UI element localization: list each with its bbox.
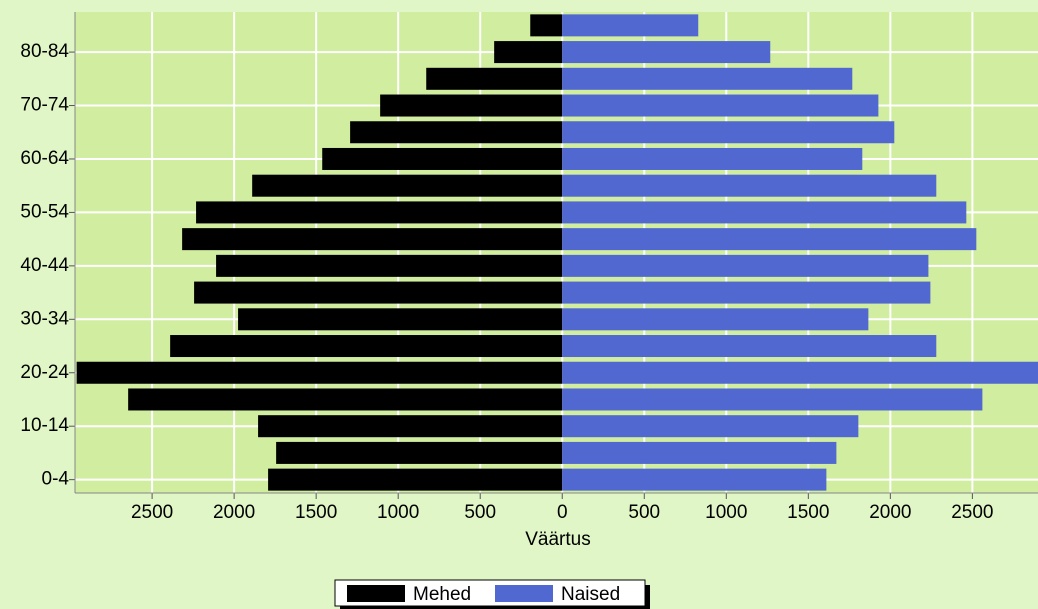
bar [562,415,859,438]
x-axis-label: Väärtus [525,529,590,550]
bar [76,361,563,384]
bar [562,147,863,170]
bar [562,441,837,464]
x-tick-label: 2000 [213,502,255,523]
plot-area [75,12,1038,493]
bar [530,14,563,37]
bar [562,67,853,90]
legend-swatch [347,585,405,602]
bar [562,228,977,251]
y-tick-label: 50-54 [20,201,69,222]
bar [380,94,563,117]
legend-swatch [495,585,553,602]
x-tick-label: 500 [464,502,496,523]
bar [252,174,563,197]
x-tick-label: 1500 [295,502,337,523]
bar [426,67,563,90]
x-tick-label: 2500 [131,502,173,523]
y-tick-label: 0-4 [42,469,70,490]
bar [562,281,931,304]
legend-label: Naised [561,584,620,605]
bar [182,228,563,251]
bar [170,335,563,358]
y-tick-label: 10-14 [20,415,69,436]
legend-label: Mehed [413,584,471,605]
y-tick-label: 80-84 [20,41,69,62]
y-tick-label: 60-64 [20,148,69,169]
bar [258,415,563,438]
y-tick-label: 20-24 [20,362,69,383]
bar [562,94,879,117]
x-tick-label: 1000 [705,502,747,523]
bar [216,254,563,277]
bar [350,121,563,144]
bar [196,201,563,224]
bar [562,468,827,491]
bar [562,14,699,37]
y-tick-label: 30-34 [20,308,69,329]
x-tick-label: 1000 [377,502,419,523]
x-tick-label: 500 [628,502,660,523]
x-tick-label: 0 [557,502,568,523]
bar [322,147,563,170]
bar [562,361,1038,384]
bar [268,468,563,491]
x-tick-label: 1500 [787,502,829,523]
bar [562,335,937,358]
bar [562,121,895,144]
bar [562,254,929,277]
bar [194,281,563,304]
x-tick-label: 2500 [951,502,993,523]
x-tick-label: 2000 [869,502,911,523]
y-tick-label: 70-74 [20,95,69,116]
bar [562,308,869,331]
bar [562,41,771,64]
bar [562,201,967,224]
bar [238,308,563,331]
bar [562,174,937,197]
bar [494,41,563,64]
bar [276,441,563,464]
bar [128,388,563,411]
y-tick-label: 40-44 [20,255,69,276]
bar [562,388,983,411]
